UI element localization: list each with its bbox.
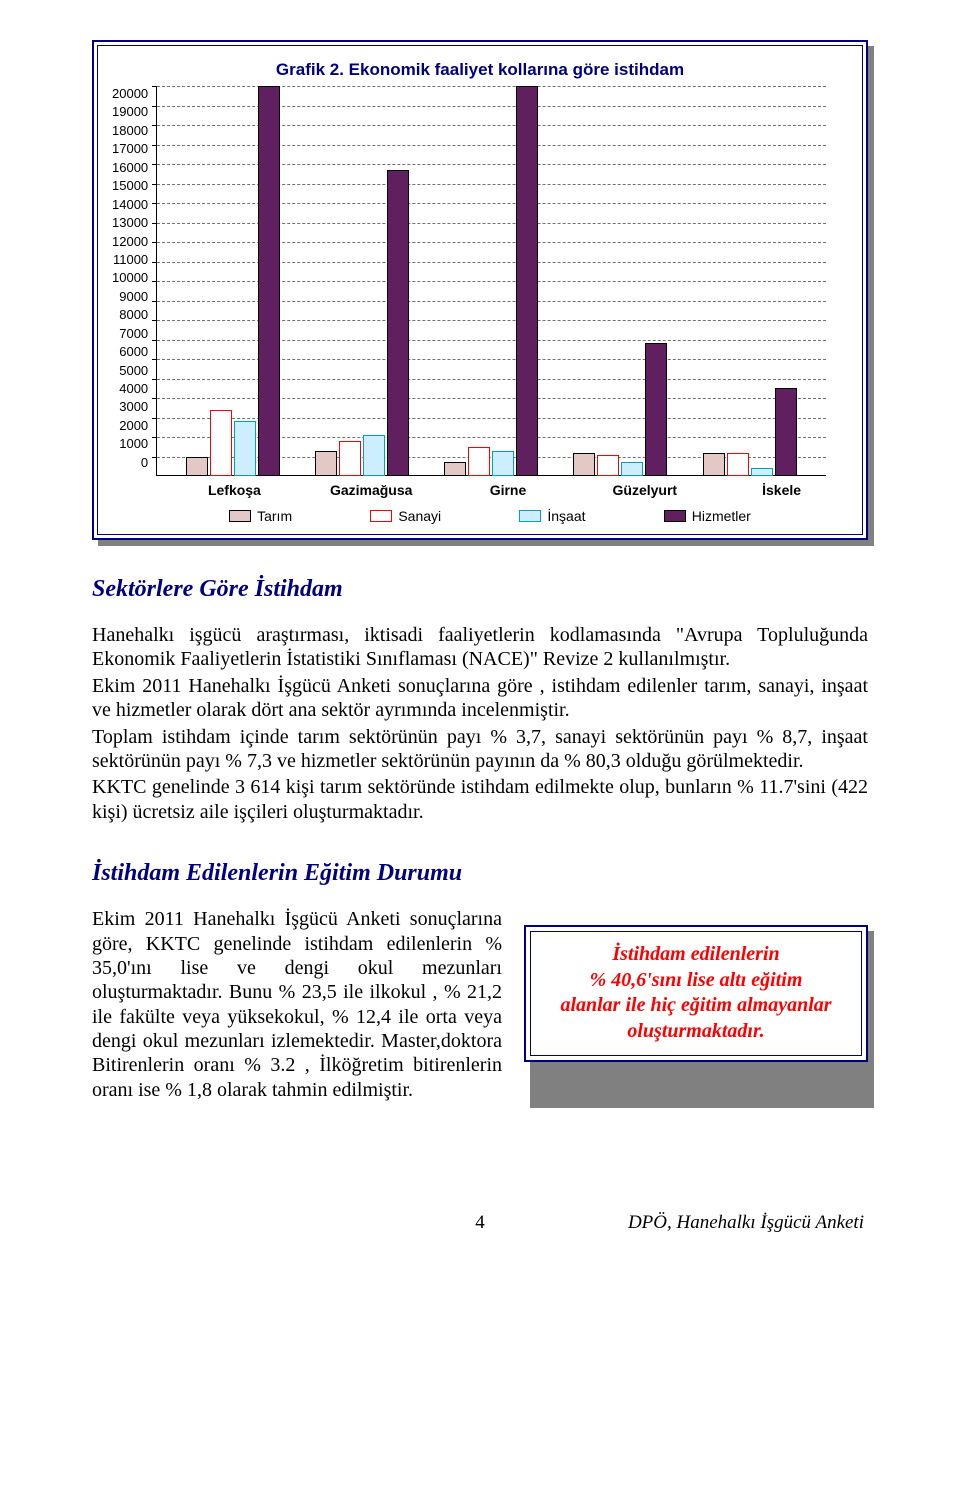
bar <box>210 410 232 476</box>
y-axis-label: 0 <box>141 455 148 470</box>
bar <box>387 170 409 476</box>
legend-swatch <box>519 510 541 522</box>
y-axis-label: 7000 <box>119 326 148 341</box>
legend-label: Tarım <box>257 508 292 524</box>
y-axis-label: 4000 <box>119 381 148 396</box>
body-text: Ekim 2011 Hanehalkı İşgücü Anketi sonuçl… <box>92 674 868 723</box>
bar <box>186 457 208 477</box>
legend-swatch <box>370 510 392 522</box>
callout-line: alanlar ile hiç eğitim almayanlar <box>543 993 849 1019</box>
x-axis-label: İskele <box>713 476 850 498</box>
y-axis-label: 9000 <box>119 289 148 304</box>
x-axis-label: Lefkoşa <box>166 476 303 498</box>
legend-item: İnşaat <box>519 508 585 524</box>
y-axis-label: 13000 <box>112 215 148 230</box>
bar <box>339 441 361 476</box>
bar <box>573 453 595 476</box>
y-axis-label: 8000 <box>119 307 148 322</box>
legend-item: Sanayi <box>370 508 441 524</box>
y-axis-label: 14000 <box>112 197 148 212</box>
y-axis-label: 18000 <box>112 123 148 138</box>
bar <box>775 388 797 476</box>
chart-legend: Tarım Sanayi İnşaat Hizmetler <box>110 498 850 524</box>
legend-label: İnşaat <box>547 508 585 524</box>
bar <box>516 86 538 476</box>
legend-swatch <box>229 510 251 522</box>
x-axis-label: Girne <box>440 476 577 498</box>
y-axis-label: 11000 <box>113 252 148 267</box>
bar-group <box>427 86 556 476</box>
callout-line: % 40,6'sını lise altı eğitim <box>543 968 849 994</box>
callout-line: İstihdam edilenlerin <box>543 942 849 968</box>
x-axis-label: Gazimağusa <box>303 476 440 498</box>
callout-box: İstihdam edilenlerin % 40,6'sını lise al… <box>524 925 868 1102</box>
bar <box>363 435 385 476</box>
body-text: Ekim 2011 Hanehalkı İşgücü Anketi sonuçl… <box>92 907 502 1102</box>
legend-item: Hizmetler <box>664 508 751 524</box>
body-text: Hanehalkı işgücü araştırması, iktisadi f… <box>92 623 868 672</box>
body-text: KKTC genelinde 3 614 kişi tarım sektörün… <box>92 775 868 824</box>
y-axis-label: 20000 <box>112 86 148 101</box>
y-axis-label: 3000 <box>119 399 148 414</box>
chart-x-axis: LefkoşaGazimağusaGirneGüzelyurtİskele <box>110 476 850 498</box>
y-axis-label: 19000 <box>112 104 148 119</box>
y-axis-label: 17000 <box>112 141 148 156</box>
bar <box>444 462 466 476</box>
bar <box>645 343 667 476</box>
y-axis-label: 10000 <box>112 270 148 285</box>
footer-source: DPÖ, Hanehalkı İşgücü Anketi <box>608 1212 864 1234</box>
legend-item: Tarım <box>229 508 292 524</box>
bar-group <box>685 388 814 476</box>
bar <box>468 447 490 476</box>
legend-label: Hizmetler <box>692 508 751 524</box>
y-axis-label: 2000 <box>119 418 148 433</box>
bar-group <box>556 343 685 476</box>
y-axis-label: 15000 <box>112 178 148 193</box>
legend-swatch <box>664 510 686 522</box>
page-number: 4 <box>352 1212 608 1234</box>
chart-container: Grafik 2. Ekonomik faaliyet kollarına gö… <box>92 40 868 540</box>
page-footer: 4 DPÖ, Hanehalkı İşgücü Anketi <box>92 1212 868 1234</box>
y-axis-label: 1000 <box>119 436 148 451</box>
bar <box>621 462 643 476</box>
legend-label: Sanayi <box>398 508 441 524</box>
chart-title: Grafik 2. Ekonomik faaliyet kollarına gö… <box>110 60 850 80</box>
bar <box>727 453 749 476</box>
bar <box>258 86 280 476</box>
section-title-sektor: Sektörlere Göre İstihdam <box>92 576 868 603</box>
y-axis-label: 6000 <box>119 344 148 359</box>
section-title-egitim: İstihdam Edilenlerin Eğitim Durumu <box>92 860 868 887</box>
y-axis-label: 12000 <box>112 234 148 249</box>
chart-plot <box>156 86 826 476</box>
bar <box>751 468 773 476</box>
y-axis-label: 5000 <box>119 363 148 378</box>
bar <box>234 421 256 476</box>
bar <box>315 451 337 476</box>
body-text: Toplam istihdam içinde tarım sektörünün … <box>92 725 868 774</box>
bar <box>703 453 725 476</box>
callout-line: oluşturmaktadır. <box>543 1019 849 1045</box>
chart-y-axis: 2000019000180001700016000150001400013000… <box>110 86 150 470</box>
y-axis-label: 16000 <box>112 160 148 175</box>
bar <box>492 451 514 476</box>
bar <box>597 455 619 476</box>
bar-group <box>168 86 297 476</box>
bar-group <box>297 170 426 476</box>
x-axis-label: Güzelyurt <box>576 476 713 498</box>
